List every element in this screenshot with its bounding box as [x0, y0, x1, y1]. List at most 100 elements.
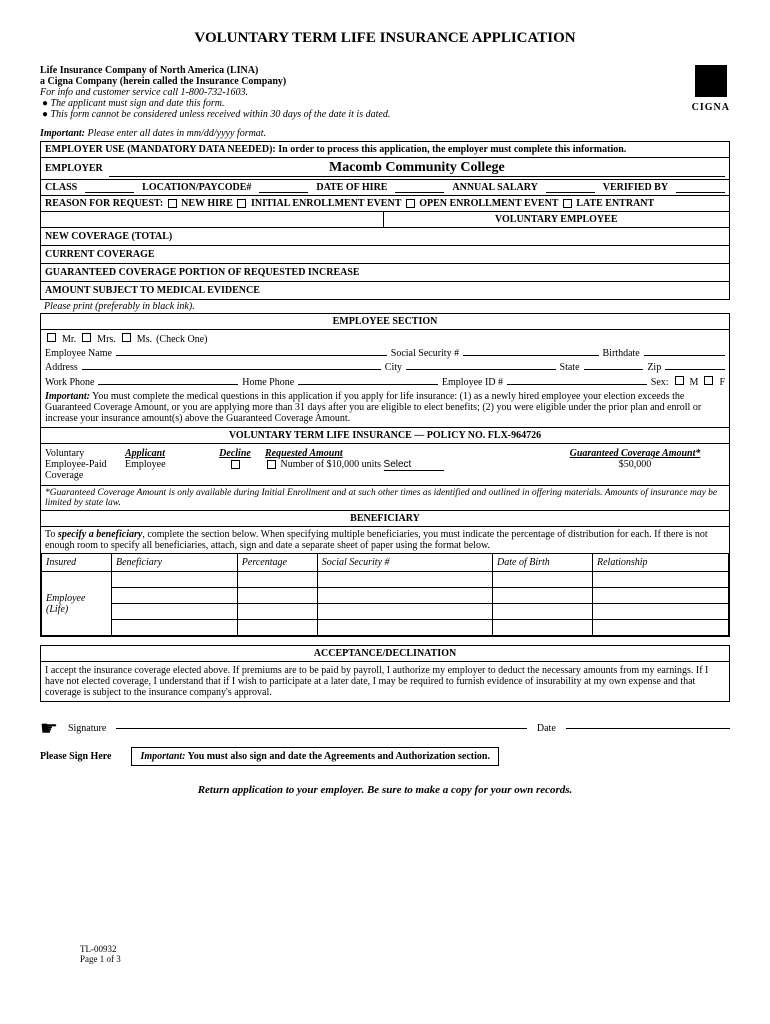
current-coverage-label: CURRENT COVERAGE: [41, 246, 387, 263]
medical-evidence-field[interactable]: [387, 282, 729, 299]
salary-field[interactable]: [546, 182, 595, 193]
guaranteed-portion-label: GUARANTEED COVERAGE PORTION OF REQUESTED…: [41, 264, 387, 281]
vol-col-1: Voluntary Employee-Paid Coverage: [45, 448, 125, 481]
ben-cell[interactable]: [112, 572, 238, 588]
employee-section-box: EMPLOYEE SECTION Mr. Mrs. Ms. (Check One…: [40, 313, 730, 637]
table-row: [42, 620, 729, 636]
voluntary-row: Voluntary Employee-Paid Coverage Applica…: [41, 444, 729, 486]
vol-emp-header: VOLUNTARY EMPLOYEE: [384, 212, 730, 227]
employer-value[interactable]: Macomb Community College: [109, 160, 725, 177]
new-coverage-label: NEW COVERAGE (TOTAL): [41, 228, 387, 245]
current-coverage-field[interactable]: [387, 246, 729, 263]
units-checkbox[interactable]: [267, 460, 276, 469]
empid-label: Employee ID #: [442, 377, 503, 388]
acceptance-text: I accept the insurance coverage elected …: [40, 662, 730, 702]
addr-field[interactable]: [82, 369, 381, 370]
rel-cell[interactable]: [593, 604, 729, 620]
ms-checkbox[interactable]: [122, 333, 131, 342]
vol-c1a: Voluntary: [45, 448, 125, 459]
sex-f-checkbox[interactable]: [704, 376, 713, 385]
col-relationship: Relationship: [593, 554, 729, 572]
zip-field[interactable]: [665, 369, 725, 370]
signature-row: ☛ Signature Date: [40, 716, 730, 741]
mrs-checkbox[interactable]: [82, 333, 91, 342]
verified-field[interactable]: [676, 182, 725, 193]
newhire-checkbox[interactable]: [168, 199, 177, 208]
new-coverage-field[interactable]: [387, 228, 729, 245]
employer-box: EMPLOYER USE (MANDATORY DATA NEEDED): In…: [40, 141, 730, 300]
phone-row: Work Phone Home Phone Employee ID # Sex:…: [45, 376, 725, 388]
requested-header: Requested Amount: [265, 448, 545, 459]
pct-cell[interactable]: [237, 604, 317, 620]
rel-cell[interactable]: [593, 588, 729, 604]
cov-row-2: CURRENT COVERAGE: [41, 246, 729, 264]
rel-cell[interactable]: [593, 620, 729, 636]
beneficiary-text: To specify a beneficiary, complete the s…: [41, 527, 729, 553]
info-line: For info and customer service call 1-800…: [40, 87, 390, 98]
hire-field[interactable]: [395, 182, 444, 193]
dob-cell[interactable]: [493, 572, 593, 588]
signature-label: Signature: [68, 723, 106, 734]
dob-cell[interactable]: [493, 604, 593, 620]
birth-field[interactable]: [644, 355, 725, 356]
late-checkbox[interactable]: [563, 199, 572, 208]
city-label: City: [385, 362, 402, 373]
ben-text-2: , complete the section below. When speci…: [45, 529, 708, 551]
guaranteed-portion-field[interactable]: [387, 264, 729, 281]
ssn-cell[interactable]: [317, 588, 492, 604]
state-field[interactable]: [584, 369, 644, 370]
title-row: Mr. Mrs. Ms. (Check One): [45, 333, 725, 345]
decline-checkbox[interactable]: [231, 460, 240, 469]
rel-cell[interactable]: [593, 572, 729, 588]
home-field[interactable]: [298, 384, 438, 385]
date-field[interactable]: [566, 728, 730, 729]
policy-header: VOLUNTARY TERM LIFE INSURANCE — POLICY N…: [41, 427, 729, 444]
vol-col-5: Guaranteed Coverage Amount* $50,000: [545, 448, 725, 481]
company-line-2: a Cigna Company (herein called the Insur…: [40, 76, 390, 87]
ssn-cell[interactable]: [317, 604, 492, 620]
applicant-header: Applicant: [125, 448, 205, 459]
pct-cell[interactable]: [237, 572, 317, 588]
dob-cell[interactable]: [493, 588, 593, 604]
name-field[interactable]: [116, 355, 387, 356]
acceptance-header: ACCEPTANCE/DECLINATION: [40, 645, 730, 662]
signature-field[interactable]: [116, 728, 527, 729]
work-field[interactable]: [98, 384, 238, 385]
location-label: LOCATION/PAYCODE#: [142, 182, 251, 193]
employer-label: EMPLOYER: [45, 163, 103, 174]
zip-label: Zip: [647, 362, 661, 373]
open-checkbox[interactable]: [406, 199, 415, 208]
location-field[interactable]: [259, 182, 308, 193]
ben-cell[interactable]: [112, 620, 238, 636]
dob-cell[interactable]: [493, 620, 593, 636]
initial-checkbox[interactable]: [237, 199, 246, 208]
insured-line2: (Life): [46, 604, 68, 615]
sex-m-checkbox[interactable]: [675, 376, 684, 385]
table-header-row: Insured Beneficiary Percentage Social Se…: [42, 554, 729, 572]
sex-label: Sex:: [651, 377, 669, 388]
newhire-label: NEW HIRE: [181, 198, 233, 209]
ben-text-1: To: [45, 529, 58, 540]
medical-evidence-label: AMOUNT SUBJECT TO MEDICAL EVIDENCE: [41, 282, 387, 299]
ben-cell[interactable]: [112, 588, 238, 604]
vol-emp-row: VOLUNTARY EMPLOYEE: [41, 212, 729, 228]
ssn-cell[interactable]: [317, 620, 492, 636]
units-select[interactable]: Select: [384, 459, 444, 471]
class-field[interactable]: [85, 182, 134, 193]
pct-cell[interactable]: [237, 620, 317, 636]
city-field[interactable]: [406, 369, 556, 370]
pct-cell[interactable]: [237, 588, 317, 604]
ben-cell[interactable]: [112, 604, 238, 620]
logo: CIGNA: [692, 65, 730, 113]
mr-checkbox[interactable]: [47, 333, 56, 342]
empid-field[interactable]: [507, 384, 647, 385]
sign-here-label: Please Sign Here: [40, 751, 111, 762]
ssn-cell[interactable]: [317, 572, 492, 588]
guaranteed-header: Guaranteed Coverage Amount*: [545, 448, 725, 459]
bullet-2: ● This form cannot be considered unless …: [42, 109, 390, 120]
vol-col-2: Applicant Employee: [125, 448, 205, 481]
vol-col-4: Requested Amount Number of $10,000 units…: [265, 448, 545, 481]
table-row: [42, 588, 729, 604]
ssn-field[interactable]: [463, 355, 598, 356]
ssn-label: Social Security #: [391, 348, 459, 359]
